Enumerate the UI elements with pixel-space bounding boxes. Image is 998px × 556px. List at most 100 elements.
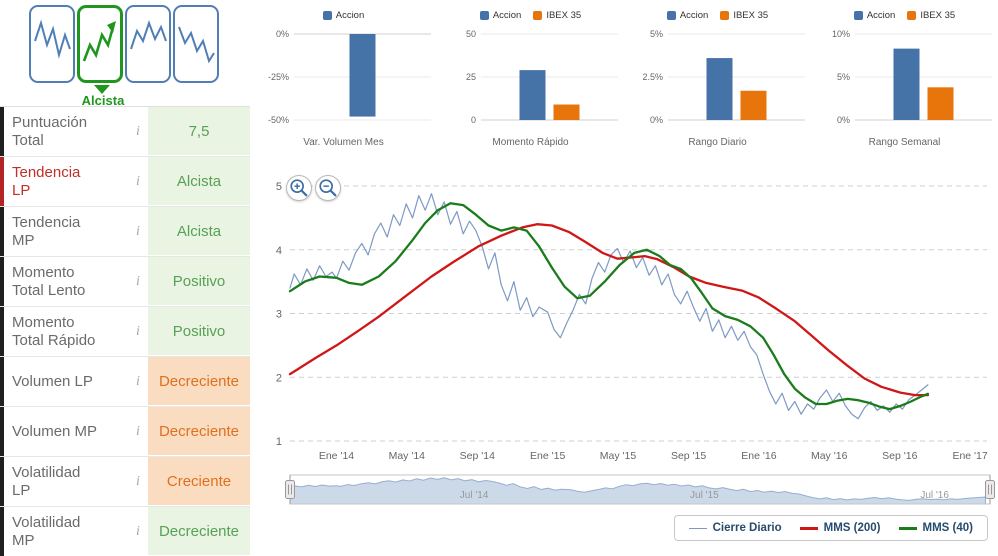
svg-text:10%: 10% [832,29,850,39]
svg-text:-25%: -25% [268,72,289,82]
indicator-row: Tendencia LP i Alcista [0,157,250,207]
info-icon[interactable]: i [136,323,140,339]
legend-label: Accion [679,9,709,21]
bar-ibex35 [740,90,767,120]
row-accent-bar [0,157,4,206]
svg-text:0%: 0% [650,115,663,125]
legend-item-cierre-diario[interactable]: Cierre Diario [688,522,782,534]
volatile-trend-icon [29,5,75,83]
mini-legend-item[interactable]: IBEX 35 [720,10,768,21]
indicator-value: Positivo [148,307,250,356]
mini-bar-chart: Accion IBEX 35 5% 2.5% 0% Rango Diario [624,0,811,163]
mini-chart-legend: Accion [250,6,437,24]
info-icon[interactable]: i [136,523,140,539]
navigator-area[interactable] [289,477,986,505]
info-icon[interactable]: i [136,223,140,239]
mini-chart-title: Rango Semanal [868,137,941,148]
zoom-in-icon [290,179,308,197]
bar-accion [349,34,376,117]
legend-swatch [907,10,917,20]
svg-text:Jul '16: Jul '16 [920,490,949,501]
svg-text:Ene '17: Ene '17 [952,450,987,462]
mini-legend-item[interactable]: Accion [853,10,895,21]
mini-bar-chart: Accion IBEX 35 10% 5% 0% Rango Semanal [811,0,998,163]
info-icon[interactable]: i [136,173,140,189]
svg-text:0: 0 [471,115,476,125]
zoom-out-button[interactable] [315,175,341,201]
indicator-panel: Alcista Puntuación Total i 7,5 Tendencia… [0,0,250,556]
bar-accion [519,70,546,120]
mini-legend-item[interactable]: Accion [479,10,521,21]
mini-chart-plot: 50 25 0 [466,29,618,125]
mini-chart-legend: Accion IBEX 35 [437,6,624,24]
indicator-row: Momento Total Rápido i Positivo [0,307,250,357]
navigator-right-handle[interactable] [985,475,995,504]
bearish-trend-icon [173,5,219,83]
indicator-row: Volumen MP i Decreciente [0,407,250,457]
row-accent-bar [0,307,4,356]
row-accent-bar [0,507,4,556]
mms-40-line [288,202,930,411]
legend-line-sample [898,526,917,530]
svg-text:Ene '16: Ene '16 [741,450,776,462]
info-icon[interactable]: i [136,423,140,439]
indicator-value: Decreciente [148,407,250,456]
legend-label: Accion [335,9,365,21]
legend-label: IBEX 35 [546,9,582,21]
trend-state-label: Alcista [81,93,125,108]
svg-text:May '16: May '16 [811,450,848,462]
mini-legend-item[interactable]: Accion [666,9,709,21]
indicator-value: Alcista [148,157,250,206]
mini-legend-item[interactable]: IBEX 35 [907,10,955,21]
choppy-up-trend-icon [125,5,171,83]
mini-chart-legend: Accion IBEX 35 [624,6,811,24]
mini-legend-item[interactable]: Accion [322,9,365,21]
indicator-label: Volatilidad LP [12,463,81,499]
indicator-label: Volatilidad MP [12,513,81,549]
info-icon[interactable]: i [136,473,140,489]
indicator-row: Volumen LP i Decreciente [0,357,250,407]
info-icon[interactable]: i [136,373,140,389]
bar-accion [706,58,733,120]
svg-text:4: 4 [276,245,282,257]
bar-accion [893,48,920,120]
mini-chart-title: Momento Rápido [492,137,569,148]
indicator-row: Momento Total Lento i Positivo [0,257,250,307]
legend-item-mms-200[interactable]: MMS (200) [799,522,881,534]
legend-item-mms-40[interactable]: MMS (40) [898,522,973,534]
range-navigator[interactable]: Jul '14 Jul '15 Jul '16 [250,471,998,511]
indicator-label: Momento Total Lento [12,263,86,299]
row-accent-bar [0,407,4,456]
price-chart-plot[interactable]: 1 2 3 4 5 Ene '14 May '14 Sep '14 Ene '15 May '15… [250,163,998,468]
legend-swatch [322,10,332,20]
legend-item-label: Cierre Diario [712,522,782,534]
svg-text:5%: 5% [837,72,850,82]
mini-chart-plot: 10% 5% 0% [832,29,992,125]
mini-chart-title: Rango Diario [688,137,747,148]
svg-text:Ene '15: Ene '15 [530,450,565,462]
indicator-row: Volatilidad MP i Decreciente [0,507,250,556]
info-icon[interactable]: i [136,273,140,289]
svg-text:50: 50 [466,29,476,39]
indicator-label: Volumen MP [12,422,98,440]
bar-ibex35 [553,104,580,120]
info-icon[interactable]: i [136,123,140,139]
mini-legend-item[interactable]: IBEX 35 [533,10,581,21]
row-accent-bar [0,107,4,156]
bar-ibex35 [927,87,954,120]
svg-text:0%: 0% [837,115,850,125]
indicator-label: Volumen LP [12,372,93,390]
svg-text:-50%: -50% [268,115,289,125]
trend-pointer-icon [94,85,110,94]
row-accent-bar [0,357,4,406]
cierre-diario-line [289,193,929,420]
svg-text:Ene '14: Ene '14 [319,450,354,462]
legend-swatch [533,10,543,20]
mini-chart-plot: 5% 2.5% 0% [642,29,805,125]
navigator-left-handle[interactable] [285,475,295,504]
indicator-value: 7,5 [148,107,250,156]
mini-chart-plot: 0% -25% -50% [268,29,431,125]
indicator-value: Decreciente [148,507,250,556]
zoom-in-button[interactable] [286,175,312,201]
